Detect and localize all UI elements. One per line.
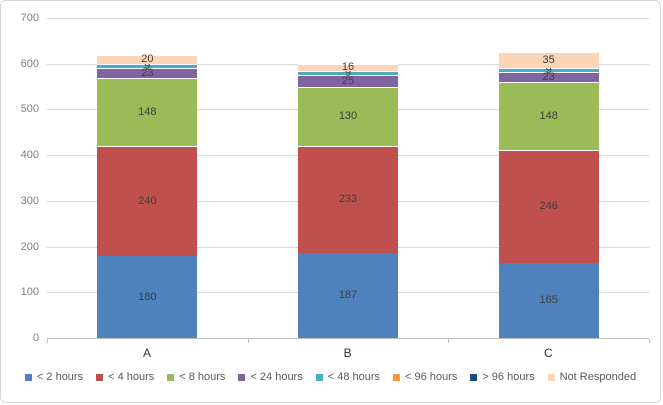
y-axis-tick-label: 600 [20,57,39,70]
y-axis-tick-label: 700 [20,12,39,24]
bar-segment [298,63,398,72]
bar-segment [97,146,198,256]
bar-segment [498,262,599,338]
x-axis-tick [247,339,249,343]
bar-segment [298,75,398,87]
legend-item: < 2 hours [24,371,84,383]
category-label: A [142,346,151,360]
legend-item: > 96 hours [470,371,535,383]
y-axis-tick-label: 200 [20,240,39,253]
bar-segment [498,67,599,72]
legend-swatch-icon [470,373,478,381]
legend-label: Not Responded [559,371,637,383]
legend-label: < 2 hours [36,371,84,383]
legend-item: < 48 hours [315,371,381,383]
y-axis-tick-label: 300 [20,194,39,207]
x-axis-tick [448,339,450,343]
bar-segment [298,146,398,253]
y-axis-tick-label: 0 [32,332,39,344]
legend-label: < 4 hours [108,371,155,383]
y-axis-tick-label: 400 [20,149,39,162]
y-axis-tick-label: 500 [20,103,39,116]
legend-item: Not Responded [547,371,637,383]
legend-swatch-icon [393,373,401,381]
legend-label: < 24 hours [250,371,303,383]
category-label: C [543,346,553,360]
x-axis-line [47,338,649,339]
bar-segment [97,54,198,64]
bar-segment [97,67,198,79]
bar-segment [498,82,599,151]
legend-swatch-icon [167,373,175,381]
legend-item: < 24 hours [238,371,303,383]
bar-segment [498,71,599,83]
legend-label: < 48 hours [327,371,381,383]
legend-swatch-icon [238,373,246,381]
legend-item: < 96 hours [393,371,457,383]
bar-segment [298,86,398,146]
y-gridline [47,18,649,19]
bar-segment [97,78,198,146]
legend-label: < 8 hours [179,371,226,383]
y-axis-tick-label: 100 [20,286,39,299]
legend-label: > 96 hours [482,371,535,383]
bar-segment [97,255,198,338]
chart-legend: < 2 hours < 4 hours < 8 hours < 24 hours < 4… [1,371,660,383]
legend-label: < 96 hours [405,371,458,383]
legend-swatch-icon [547,373,555,381]
legend-item: < 8 hours [167,371,225,383]
bar-segment [498,51,599,68]
legend-item: < 4 hours [96,371,154,383]
legend-swatch-icon [96,373,104,381]
bar-segment [498,150,599,263]
x-axis-tick [649,339,650,343]
bar-segment [298,71,398,76]
legend-swatch-icon [315,373,323,381]
x-axis-tick [47,339,48,343]
bar-segment [97,63,198,68]
bar-segment [298,252,398,338]
legend-swatch-icon [24,373,32,381]
category-label: B [343,346,352,360]
